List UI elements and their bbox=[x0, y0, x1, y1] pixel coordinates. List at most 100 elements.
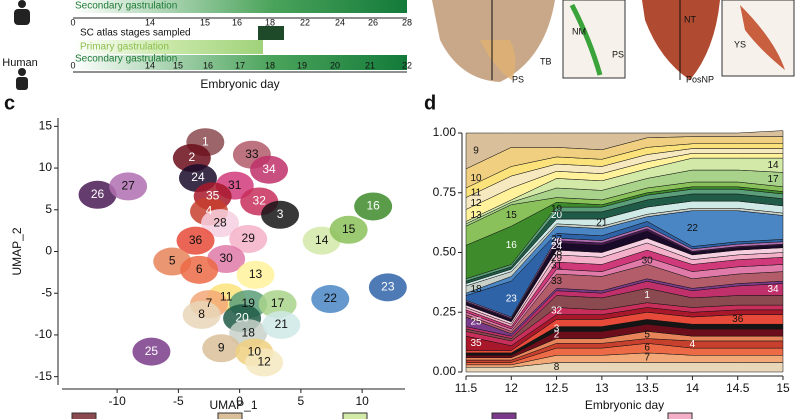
cluster-cloud bbox=[262, 310, 301, 339]
timeline-tick-label: 14 bbox=[145, 60, 155, 70]
cluster-cloud bbox=[245, 348, 284, 377]
segment-label: 30 bbox=[642, 256, 654, 267]
y-tick-label: 0.00 bbox=[433, 364, 457, 378]
timeline-tick-label: 19 bbox=[297, 60, 307, 70]
cluster-cloud bbox=[202, 334, 241, 363]
cluster-label: 34 bbox=[262, 162, 276, 176]
y-tick-label: 0.50 bbox=[433, 245, 457, 259]
cluster-label: 32 bbox=[253, 194, 267, 208]
primary-label: Primary gastrulation bbox=[80, 42, 169, 53]
x-tick-label: 12 bbox=[505, 381, 519, 395]
segment-label: 14 bbox=[767, 160, 779, 171]
cluster-label: 2 bbox=[189, 150, 196, 164]
y-tick-label: 1.00 bbox=[433, 125, 457, 139]
cluster-label: 22 bbox=[324, 291, 338, 305]
image-label: NM bbox=[572, 26, 586, 36]
embryo-images bbox=[432, 0, 795, 82]
timeline-tick-label: 26 bbox=[368, 17, 378, 27]
image-label: NT bbox=[684, 14, 696, 24]
segment-label: 26 bbox=[551, 236, 563, 247]
x-tick-label: 15 bbox=[776, 381, 790, 395]
panel-letter: c bbox=[4, 92, 15, 114]
cluster-label: 10 bbox=[248, 345, 262, 359]
cluster-label: 4 bbox=[206, 204, 213, 218]
cluster-label: 8 bbox=[198, 307, 205, 321]
x-tick-label: 12.5 bbox=[545, 381, 569, 395]
image-label: PS bbox=[612, 49, 624, 59]
segment-label: 4 bbox=[690, 339, 696, 350]
species: Human bbox=[2, 57, 37, 69]
segment-label: 13 bbox=[470, 210, 482, 221]
segment-label: 35 bbox=[470, 338, 482, 349]
secondary-label: Secondary gastrulation bbox=[75, 54, 177, 65]
cluster-cloud bbox=[250, 155, 289, 184]
cluster-label: 12 bbox=[257, 355, 271, 369]
segment-label: 1 bbox=[644, 290, 650, 301]
cluster-label: 1 bbox=[202, 134, 209, 148]
timeline-title: Embryonic day bbox=[200, 77, 279, 91]
cluster-label: 35 bbox=[206, 189, 220, 203]
cluster-label: 26 bbox=[91, 187, 105, 201]
segment-label: 22 bbox=[687, 223, 699, 234]
segment-label: 36 bbox=[732, 314, 744, 325]
cluster-label: 16 bbox=[366, 199, 380, 213]
segment-label: 2 bbox=[554, 330, 560, 341]
timeline-tick-label: 16 bbox=[232, 17, 242, 27]
segment-label: 11 bbox=[471, 187, 482, 198]
cluster-cloud bbox=[180, 255, 219, 284]
timeline-tick-label: 0 bbox=[70, 17, 75, 27]
y-tick-label: -5 bbox=[41, 285, 52, 299]
segment-label: 7 bbox=[644, 352, 650, 363]
cluster-cloud bbox=[182, 300, 221, 329]
cluster-label: 5 bbox=[169, 254, 176, 268]
segment-label: 32 bbox=[551, 306, 563, 317]
cluster-cloud bbox=[329, 215, 368, 244]
segment-label: 25 bbox=[470, 316, 482, 327]
cluster-cloud bbox=[261, 200, 300, 229]
timeline-tick-label: 22 bbox=[402, 60, 412, 70]
segment-label: 17 bbox=[767, 174, 779, 185]
legend-swatches bbox=[71, 412, 693, 419]
segment-label: 27 bbox=[551, 234, 563, 245]
segment-label: 28 bbox=[551, 247, 563, 258]
y-tick-label: 0.75 bbox=[433, 185, 457, 199]
x-tick-label: 14.5 bbox=[726, 381, 750, 395]
y-tick-label: 15 bbox=[39, 119, 53, 133]
y-tick-label: -10 bbox=[35, 327, 53, 341]
cluster-cloud bbox=[78, 180, 117, 209]
panel-letter: d bbox=[424, 92, 436, 114]
cluster-label: 27 bbox=[121, 179, 135, 193]
timeline-tick-label: 17 bbox=[235, 60, 245, 70]
y-tick-label: 10 bbox=[39, 160, 53, 174]
x-tick-label: 0 bbox=[236, 394, 243, 408]
upper-label: Secondary gastrulation bbox=[75, 1, 177, 12]
segment-label: 16 bbox=[506, 240, 518, 251]
cluster-label: 20 bbox=[235, 310, 249, 324]
cluster-cloud bbox=[176, 226, 215, 255]
segment-label: 3 bbox=[554, 324, 560, 335]
x-tick-label: 10 bbox=[355, 394, 369, 408]
secondary-bar bbox=[73, 55, 407, 70]
cluster-cloud bbox=[354, 192, 393, 221]
x-tick-label: 11.5 bbox=[455, 381, 478, 395]
timeline-tick-label: 21 bbox=[365, 60, 375, 70]
cluster-label: 21 bbox=[275, 317, 289, 331]
cluster-cloud bbox=[132, 337, 171, 366]
cluster-cloud bbox=[201, 209, 240, 238]
cluster-cloud bbox=[311, 285, 350, 314]
y-tick-label: -15 bbox=[35, 369, 53, 383]
cluster-label: 24 bbox=[191, 170, 205, 184]
timeline-tick-label: 16 bbox=[203, 60, 213, 70]
cluster-cloud bbox=[368, 273, 407, 302]
timeline-tick-label: 14 bbox=[145, 17, 155, 27]
segment-label: 19 bbox=[551, 204, 563, 215]
upper-bar bbox=[73, 0, 407, 13]
cluster-label: 18 bbox=[242, 325, 256, 339]
x-tick-label: 14 bbox=[686, 381, 700, 395]
x-tick-label: -10 bbox=[108, 394, 126, 408]
x-axis-title: UMAP_1 bbox=[209, 398, 257, 412]
segment-label: 9 bbox=[473, 146, 479, 157]
cluster-label: 13 bbox=[249, 267, 263, 281]
area-segment bbox=[465, 130, 784, 170]
segment-label: 20 bbox=[551, 210, 563, 221]
